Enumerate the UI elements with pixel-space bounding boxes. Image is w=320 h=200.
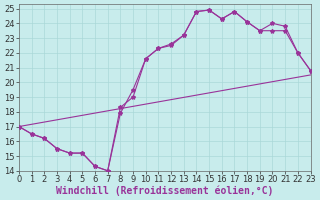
X-axis label: Windchill (Refroidissement éolien,°C): Windchill (Refroidissement éolien,°C)	[56, 185, 273, 196]
